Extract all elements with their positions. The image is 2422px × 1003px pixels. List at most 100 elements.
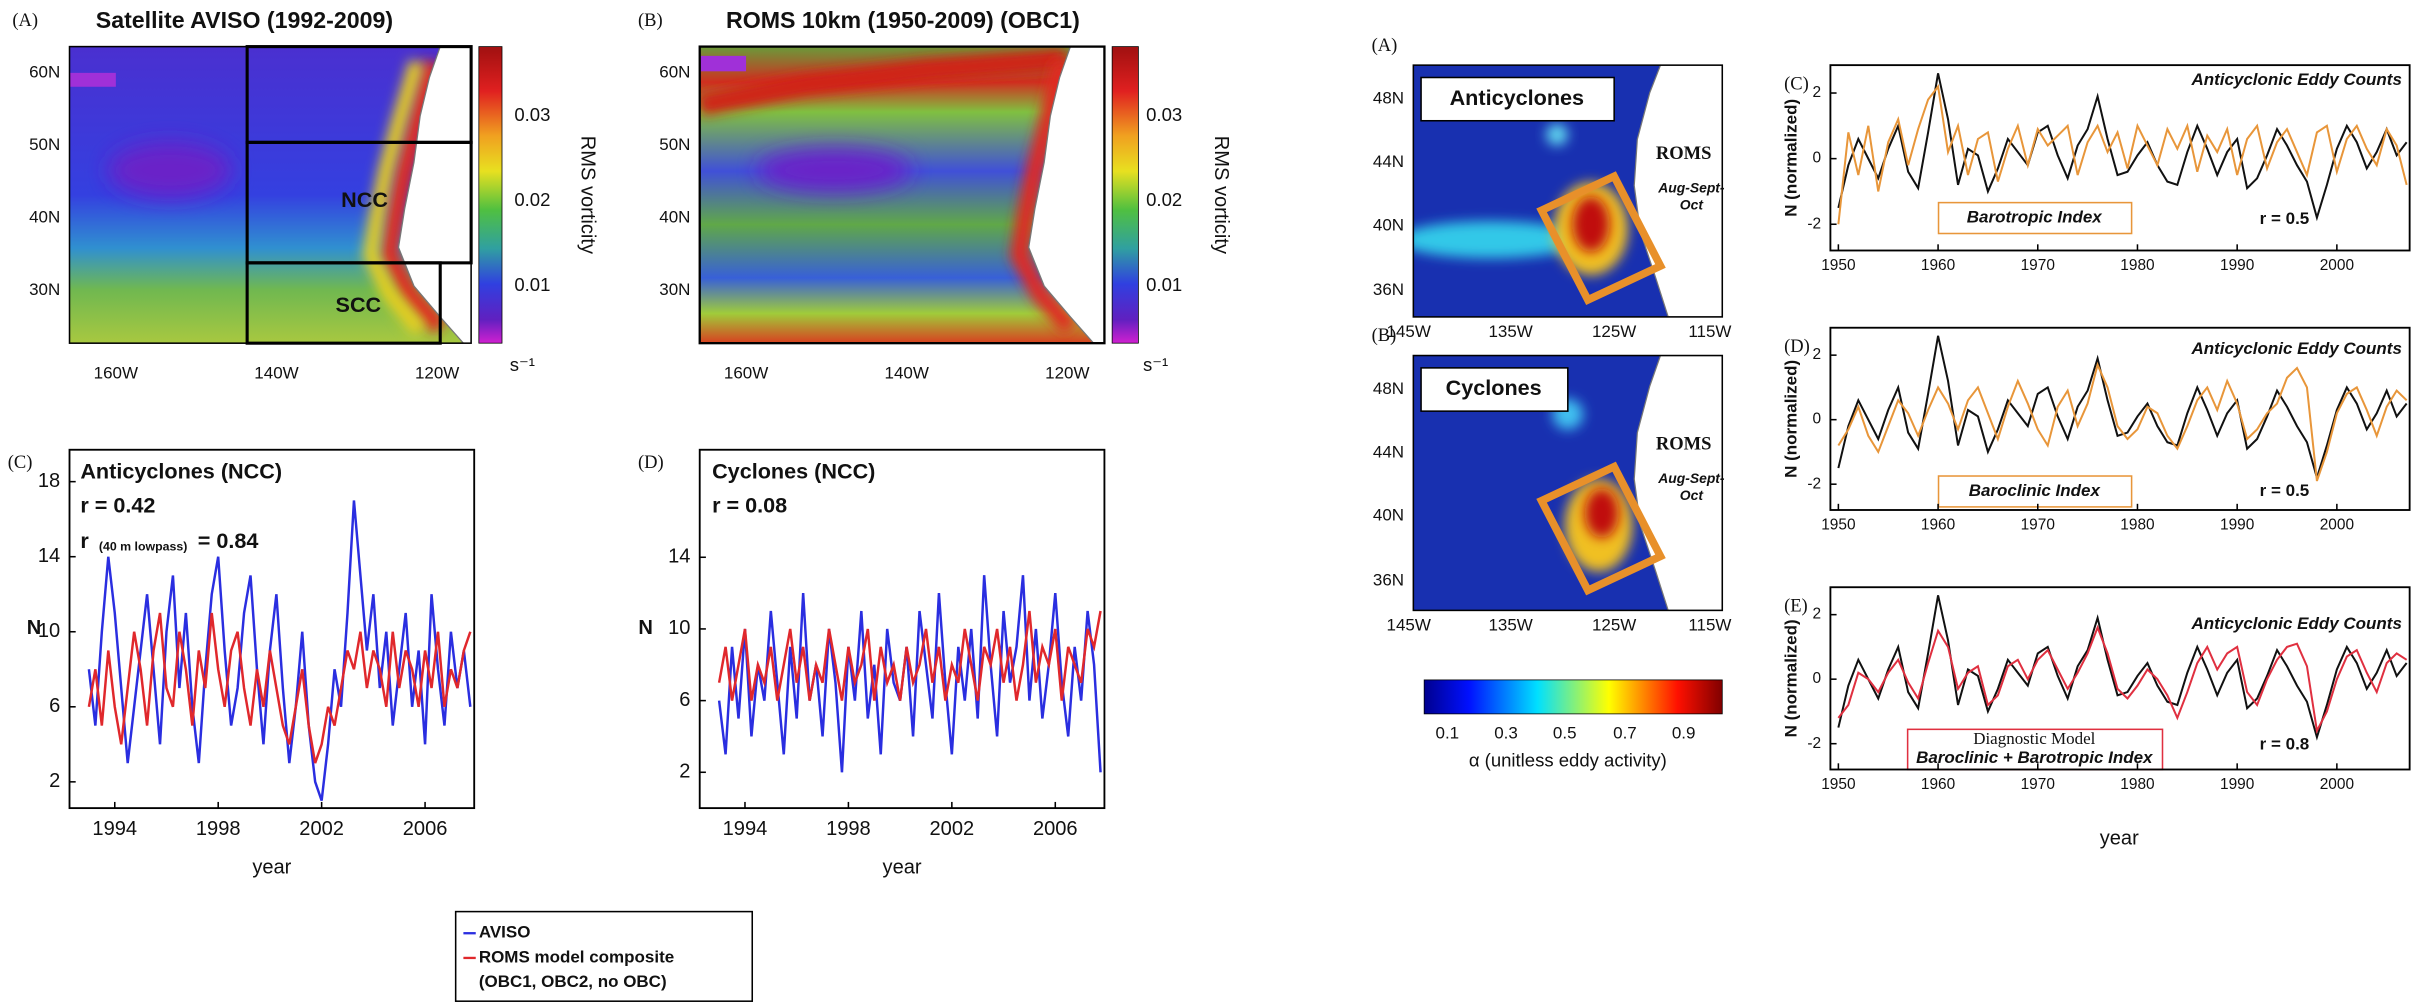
colorbar-unit: s⁻¹	[510, 354, 535, 375]
annotation: r = 0.42	[80, 493, 155, 518]
x-tick-label: 2000	[2320, 776, 2354, 793]
colorbar-tick: 0.03	[514, 104, 550, 125]
lat-label: 44N	[1373, 152, 1404, 171]
legend-note: (OBC1, OBC2, no OBC)	[479, 972, 667, 991]
x-axis-label: year	[883, 857, 922, 879]
lon-label: 145W	[1387, 322, 1431, 341]
y-tick-label: 2	[1813, 606, 1822, 623]
x-axis-label: year	[252, 857, 291, 879]
y-tick-label: -2	[1807, 475, 1821, 492]
lon-label: 125W	[1592, 322, 1636, 341]
x-tick-label: 2006	[403, 818, 448, 840]
y-axis-label: N	[27, 617, 42, 639]
lon-label: 115W	[1688, 322, 1731, 341]
chart-title: Anticyclonic Eddy Counts	[2190, 339, 2401, 358]
y-tick-label: 6	[679, 689, 690, 711]
plot-frame	[68, 448, 476, 810]
lat-label: 60N	[659, 62, 690, 81]
map-title: Satellite AVISO (1992-2009)	[96, 7, 393, 33]
lat-label: 48N	[1373, 379, 1404, 398]
annotation-box	[1906, 728, 2164, 771]
chart-title: Anticyclonic Eddy Counts	[2190, 70, 2401, 89]
annotation: = 0.84	[198, 528, 259, 553]
annotation: r	[80, 528, 89, 553]
map-image	[1413, 65, 1723, 317]
line-series	[717, 575, 1102, 773]
lat-label: 50N	[659, 135, 690, 154]
lon-label: 145W	[1387, 615, 1431, 634]
y-tick-label: 10	[668, 617, 690, 639]
x-axis-label: year	[2100, 827, 2139, 849]
annotation: r = 0.8	[2260, 734, 2310, 753]
colorbar	[1111, 46, 1139, 344]
lat-label: 44N	[1373, 442, 1404, 461]
y-tick-label: 2	[1813, 346, 1822, 363]
lat-label: 40N	[659, 208, 690, 227]
season-label: Aug-Sept-	[1657, 470, 1725, 486]
colorbar-tick: 0.1	[1436, 723, 1460, 742]
x-tick-label: 1970	[2021, 257, 2055, 274]
lon-label: 135W	[1488, 615, 1532, 634]
x-tick-label: 1960	[1921, 257, 1955, 274]
x-tick-label: 2002	[930, 818, 975, 840]
lat-label: 30N	[659, 280, 690, 299]
map-image	[69, 46, 472, 344]
y-tick-label: 0	[1813, 670, 1822, 687]
source-label: ROMS	[1656, 433, 1712, 454]
colorbar-unit: s⁻¹	[1143, 354, 1168, 375]
panel-label: (D)	[638, 452, 664, 473]
x-tick-label: 1998	[826, 818, 871, 840]
panel-label: (E)	[1784, 596, 1808, 617]
x-tick-label: 1994	[92, 818, 137, 840]
y-axis-label: N (normalized)	[1781, 360, 1800, 478]
x-tick-label: 1980	[2120, 257, 2154, 274]
panel-label: (D)	[1784, 336, 1810, 357]
x-tick-label: 2000	[2320, 517, 2354, 534]
annotation: (40 m lowpass)	[99, 539, 188, 553]
colorbar-tick: 0.7	[1613, 723, 1637, 742]
annotation: Baroclinic + Barotropic Index	[1916, 748, 2154, 767]
lat-label: 40N	[1373, 506, 1404, 525]
lat-label: 48N	[1373, 89, 1404, 108]
legend-label: ROMS model composite	[479, 947, 674, 966]
lat-label: 40N	[29, 208, 60, 227]
plot-frame	[1829, 326, 2411, 511]
plot-frame	[1829, 586, 2411, 771]
x-tick-label: 1990	[2220, 517, 2254, 534]
x-tick-label: 2006	[1033, 818, 1078, 840]
map-title: Cyclones	[1446, 375, 1542, 400]
colorbar	[478, 46, 503, 344]
x-tick-label: 1970	[2021, 776, 2055, 793]
y-tick-label: -2	[1807, 735, 1821, 752]
y-tick-label: 6	[49, 695, 60, 717]
panel-label: (B)	[1372, 325, 1397, 346]
y-tick-label: 0	[1813, 150, 1822, 167]
x-tick-label: 1980	[2120, 776, 2154, 793]
region-label: NCC	[341, 187, 388, 212]
y-axis-label: N (normalized)	[1781, 99, 1800, 217]
lon-label: 160W	[94, 364, 138, 383]
line-series	[1837, 73, 2408, 222]
y-tick-label: 2	[1813, 84, 1822, 101]
annotation: r = 0.5	[2260, 209, 2310, 228]
lat-label: 40N	[1373, 215, 1404, 234]
map-image	[1413, 355, 1723, 611]
season-label: Oct	[1680, 487, 1705, 503]
season-label: Aug-Sept-	[1657, 179, 1725, 195]
lon-label: 125W	[1592, 615, 1636, 634]
lon-label: 115W	[1688, 615, 1731, 634]
colorbar-tick: 0.01	[1146, 274, 1182, 295]
colorbar-tick: 0.02	[514, 189, 550, 210]
lon-label: 120W	[1045, 364, 1089, 383]
y-tick-label: 14	[38, 545, 60, 567]
source-label: ROMS	[1656, 143, 1712, 164]
panel-label: (A)	[12, 10, 38, 31]
y-tick-label: 0	[1813, 411, 1822, 428]
annotation: r = 0.08	[712, 493, 787, 518]
annotation: Barotropic Index	[1967, 208, 2104, 227]
x-tick-label: 1960	[1921, 776, 1955, 793]
line-series	[717, 610, 1102, 701]
colorbar-tick: 0.9	[1672, 723, 1696, 742]
y-axis-label: N (normalized)	[1781, 619, 1800, 737]
